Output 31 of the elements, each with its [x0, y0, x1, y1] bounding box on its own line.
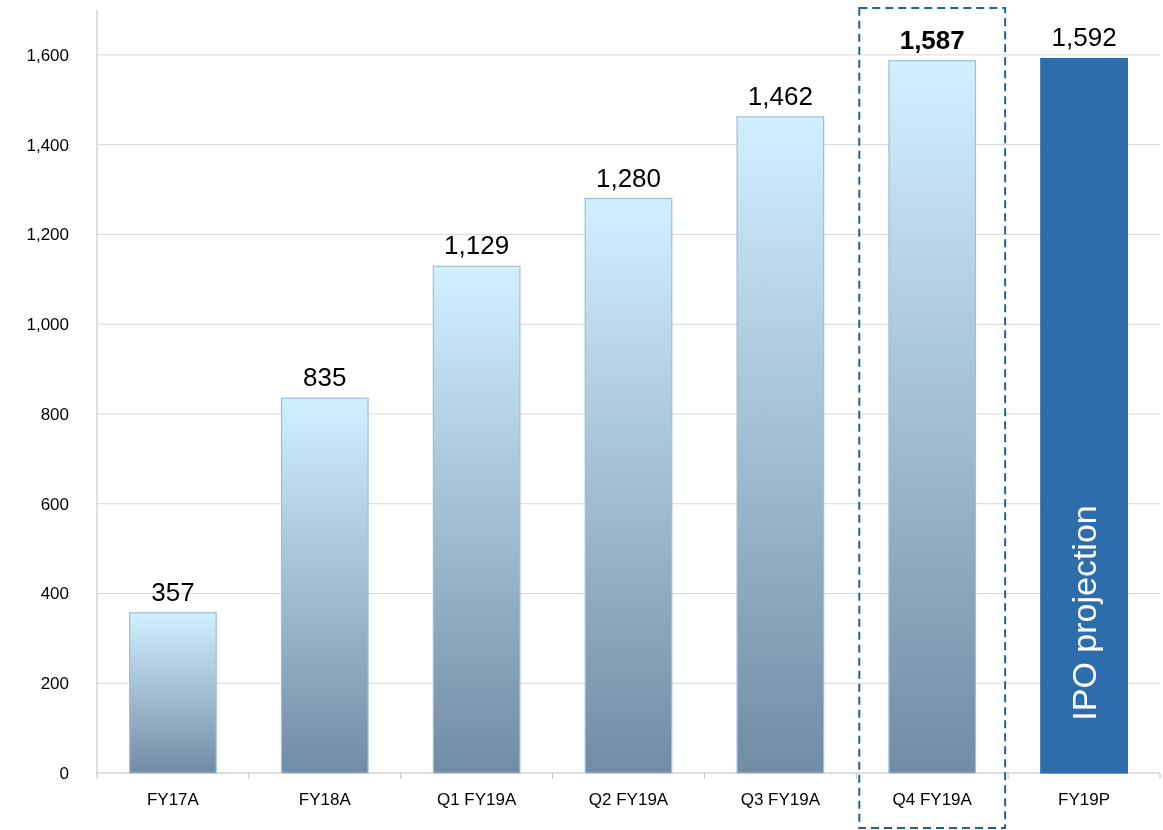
y-tick-label: 1,000 [26, 315, 69, 335]
x-tick-label: Q1 FY19A [436, 790, 517, 809]
data-label: 357 [151, 576, 195, 607]
y-tick-label: 1,400 [26, 135, 69, 155]
bar [129, 612, 217, 774]
x-tick-label: FY19P [1058, 790, 1111, 809]
data-label: 835 [303, 362, 347, 393]
x-tick-label: FY17A [146, 790, 200, 809]
x-tick-label: Q2 FY19A [588, 790, 669, 809]
bar [432, 265, 521, 774]
bar [280, 397, 369, 774]
y-tick-label: 1,200 [26, 225, 69, 245]
bar [888, 60, 977, 774]
annotation: IPO projection [1064, 505, 1103, 721]
bar [584, 197, 673, 774]
y-tick-label: 400 [40, 584, 69, 604]
bar [1040, 57, 1128, 774]
y-tick-label: 800 [40, 404, 69, 424]
y-tick-label: 600 [40, 494, 69, 514]
y-tick-label: 200 [40, 674, 69, 694]
data-label: 1,462 [747, 80, 813, 111]
x-tick-label: FY18A [298, 790, 352, 809]
data-label: 1,587 [899, 24, 965, 55]
x-tick-label: Q4 FY19A [892, 790, 973, 809]
data-label: 1,592 [1051, 22, 1117, 53]
x-tick-label: Q3 FY19A [740, 790, 821, 809]
y-tick-label: 0 [59, 763, 69, 783]
data-label: 1,280 [595, 162, 662, 193]
y-tick-label: 1,600 [26, 45, 69, 65]
data-label: 1,129 [444, 230, 510, 261]
bar [736, 116, 825, 774]
